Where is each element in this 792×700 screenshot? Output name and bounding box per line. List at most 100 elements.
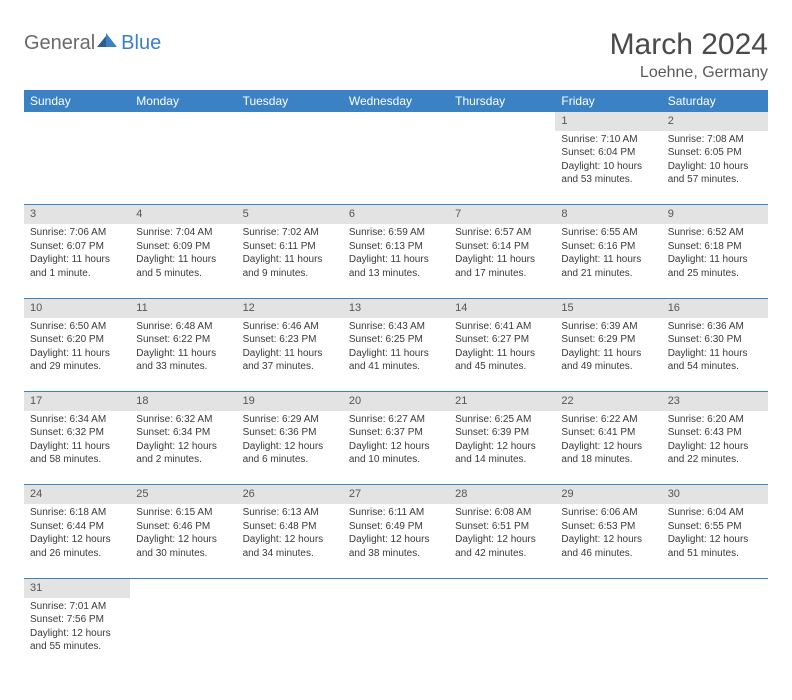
weekday-header-row: SundayMondayTuesdayWednesdayThursdayFrid… xyxy=(24,90,768,112)
day-number: 18 xyxy=(130,392,236,411)
day-cell: Sunrise: 6:20 AMSunset: 6:43 PMDaylight:… xyxy=(662,411,768,485)
sunset: Sunset: 6:29 PM xyxy=(561,333,655,347)
day-cell: Sunrise: 6:50 AMSunset: 6:20 PMDaylight:… xyxy=(24,318,130,392)
day-cell: Sunrise: 6:11 AMSunset: 6:49 PMDaylight:… xyxy=(343,504,449,578)
sunrise: Sunrise: 6:34 AM xyxy=(30,413,124,427)
sunset: Sunset: 6:34 PM xyxy=(136,426,230,440)
sunset: Sunset: 6:53 PM xyxy=(561,520,655,534)
day-number: 1 xyxy=(555,112,661,131)
day-number: 12 xyxy=(237,298,343,317)
day-cell xyxy=(237,131,343,205)
day-cell xyxy=(449,131,555,205)
sunrise: Sunrise: 6:20 AM xyxy=(668,413,762,427)
daylight: Daylight: 12 hours and 30 minutes. xyxy=(136,533,230,560)
sunset: Sunset: 6:30 PM xyxy=(668,333,762,347)
daylight: Daylight: 12 hours and 51 minutes. xyxy=(668,533,762,560)
day-number xyxy=(449,578,555,597)
day-number: 13 xyxy=(343,298,449,317)
sunset: Sunset: 6:16 PM xyxy=(561,240,655,254)
weekday-header: Saturday xyxy=(662,90,768,112)
daylight: Daylight: 11 hours and 45 minutes. xyxy=(455,347,549,374)
sunrise: Sunrise: 6:27 AM xyxy=(349,413,443,427)
sunrise: Sunrise: 6:06 AM xyxy=(561,506,655,520)
day-number xyxy=(662,578,768,597)
day-number: 30 xyxy=(662,485,768,504)
daylight: Daylight: 12 hours and 14 minutes. xyxy=(455,440,549,467)
sunset: Sunset: 6:05 PM xyxy=(668,146,762,160)
sunset: Sunset: 6:09 PM xyxy=(136,240,230,254)
calendar-table: SundayMondayTuesdayWednesdayThursdayFrid… xyxy=(24,90,768,672)
day-number xyxy=(130,578,236,597)
day-number: 19 xyxy=(237,392,343,411)
day-content-row: Sunrise: 6:34 AMSunset: 6:32 PM Daylight:… xyxy=(24,411,768,485)
day-cell: Sunrise: 6:29 AMSunset: 6:36 PMDaylight:… xyxy=(237,411,343,485)
title-block: March 2024 Loehne, Germany xyxy=(610,28,768,82)
weekday-header: Thursday xyxy=(449,90,555,112)
day-cell xyxy=(449,598,555,672)
sunrise: Sunrise: 7:10 AM xyxy=(561,133,655,147)
day-number: 16 xyxy=(662,298,768,317)
sunrise: Sunrise: 6:25 AM xyxy=(455,413,549,427)
day-cell: Sunrise: 7:04 AMSunset: 6:09 PMDaylight:… xyxy=(130,224,236,298)
daylight: Daylight: 12 hours and 34 minutes. xyxy=(243,533,337,560)
day-cell xyxy=(130,598,236,672)
day-number xyxy=(24,112,130,131)
day-cell: Sunrise: 6:06 AMSunset: 6:53 PMDaylight:… xyxy=(555,504,661,578)
flag-icon xyxy=(97,32,119,55)
day-number-row: 17181920212223 xyxy=(24,392,768,411)
day-content-row: Sunrise: 7:06 AMSunset: 6:07 PMDaylight:… xyxy=(24,224,768,298)
sunrise: Sunrise: 7:01 AM xyxy=(30,600,124,614)
daylight: Daylight: 11 hours and 29 minutes. xyxy=(30,347,124,374)
sunset: Sunset: 6:39 PM xyxy=(455,426,549,440)
sunset: Sunset: 6:32 PM xyxy=(30,426,124,440)
weekday-header: Friday xyxy=(555,90,661,112)
daylight: Daylight: 11 hours and 9 minutes. xyxy=(243,253,337,280)
day-cell: Sunrise: 6:27 AMSunset: 6:37 PMDaylight:… xyxy=(343,411,449,485)
day-cell: Sunrise: 6:15 AMSunset: 6:46 PMDaylight:… xyxy=(130,504,236,578)
daylight: Daylight: 11 hours and 13 minutes. xyxy=(349,253,443,280)
sunrise: Sunrise: 6:52 AM xyxy=(668,226,762,240)
month-title: March 2024 xyxy=(610,28,768,62)
sunrise: Sunrise: 6:48 AM xyxy=(136,320,230,334)
daylight: Daylight: 10 hours and 57 minutes. xyxy=(668,160,762,187)
daylight: Daylight: 11 hours and 17 minutes. xyxy=(455,253,549,280)
day-cell: Sunrise: 6:52 AMSunset: 6:18 PMDaylight:… xyxy=(662,224,768,298)
sunrise: Sunrise: 6:55 AM xyxy=(561,226,655,240)
sunset: Sunset: 6:43 PM xyxy=(668,426,762,440)
day-cell: Sunrise: 6:57 AMSunset: 6:14 PMDaylight:… xyxy=(449,224,555,298)
daylight: Daylight: 11 hours and 41 minutes. xyxy=(349,347,443,374)
day-cell: Sunrise: 7:06 AMSunset: 6:07 PMDaylight:… xyxy=(24,224,130,298)
day-number: 31 xyxy=(24,578,130,597)
day-number: 28 xyxy=(449,485,555,504)
daylight: Daylight: 11 hours and 21 minutes. xyxy=(561,253,655,280)
day-cell: Sunrise: 6:22 AMSunset: 6:41 PMDaylight:… xyxy=(555,411,661,485)
day-content-row: Sunrise: 6:50 AMSunset: 6:20 PMDaylight:… xyxy=(24,318,768,392)
day-cell: Sunrise: 6:04 AMSunset: 6:55 PMDaylight:… xyxy=(662,504,768,578)
day-number: 27 xyxy=(343,485,449,504)
daylight: Daylight: 11 hours and 5 minutes. xyxy=(136,253,230,280)
sunset: Sunset: 6:46 PM xyxy=(136,520,230,534)
day-number-row: 10111213141516 xyxy=(24,298,768,317)
sunset: Sunset: 6:41 PM xyxy=(561,426,655,440)
weekday-header: Monday xyxy=(130,90,236,112)
day-cell: Sunrise: 6:36 AMSunset: 6:30 PMDaylight:… xyxy=(662,318,768,392)
day-number: 4 xyxy=(130,205,236,224)
daylight: Daylight: 10 hours and 53 minutes. xyxy=(561,160,655,187)
daylight: Daylight: 12 hours and 6 minutes. xyxy=(243,440,337,467)
sunrise: Sunrise: 6:59 AM xyxy=(349,226,443,240)
day-number: 6 xyxy=(343,205,449,224)
sunrise: Sunrise: 6:18 AM xyxy=(30,506,124,520)
day-cell: Sunrise: 6:32 AMSunset: 6:34 PMDaylight:… xyxy=(130,411,236,485)
day-cell: Sunrise: 6:59 AMSunset: 6:13 PMDaylight:… xyxy=(343,224,449,298)
day-cell: Sunrise: 6:55 AMSunset: 6:16 PMDaylight:… xyxy=(555,224,661,298)
daylight: Daylight: 12 hours and 2 minutes. xyxy=(136,440,230,467)
day-number: 22 xyxy=(555,392,661,411)
day-cell: Sunrise: 6:48 AMSunset: 6:22 PMDaylight:… xyxy=(130,318,236,392)
sunrise: Sunrise: 6:57 AM xyxy=(455,226,549,240)
sunrise: Sunrise: 7:04 AM xyxy=(136,226,230,240)
daylight: Daylight: 12 hours and 22 minutes. xyxy=(668,440,762,467)
day-number: 9 xyxy=(662,205,768,224)
sunrise: Sunrise: 6:13 AM xyxy=(243,506,337,520)
day-cell xyxy=(130,131,236,205)
day-number: 23 xyxy=(662,392,768,411)
